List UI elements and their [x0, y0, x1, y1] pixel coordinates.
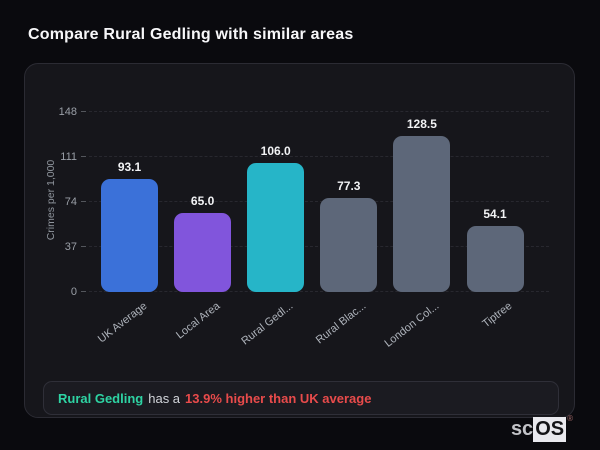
- scos-logo: sc OS ®: [510, 415, 573, 442]
- gridline: [89, 200, 549, 202]
- y-tick-label: 0: [70, 286, 77, 298]
- registered-trademark-icon: ®: [567, 414, 573, 423]
- bar-local-area[interactable]: [174, 212, 232, 292]
- bar-rural-gedl[interactable]: [247, 162, 305, 292]
- y-tick-mark: [81, 291, 86, 292]
- gridline: [89, 245, 549, 247]
- bar-value-label: 77.3: [337, 178, 361, 193]
- bar-value-label: 65.0: [190, 193, 215, 208]
- bar-value-label: 93.1: [117, 159, 142, 174]
- bar-tiptree[interactable]: [466, 226, 524, 292]
- y-tick-label: 37: [64, 240, 77, 253]
- y-axis-title: Crimes per 1,000: [45, 159, 57, 241]
- gridline: [89, 291, 549, 292]
- logo-prefix: sc: [510, 418, 534, 440]
- bar-value-label: 128.5: [406, 116, 437, 131]
- y-tick-mark: [81, 200, 86, 202]
- insight-area-name: Rural Gedling: [58, 390, 144, 406]
- gridline: [89, 155, 549, 157]
- bar-value-label: 54.1: [483, 207, 507, 222]
- y-tick-label: 148: [58, 105, 77, 118]
- y-tick-label: 111: [60, 150, 77, 163]
- insight-stat-text: 13.9% higher than UK average: [185, 390, 372, 406]
- page-title: Compare Rural Gedling with similar areas: [28, 26, 354, 43]
- plot-area: 0 37 74 111 148 93.1 UK Average 65.0 Local Area 1…: [59, 96, 549, 350]
- bar-value-label: 106.0: [260, 143, 291, 158]
- bar-london-col[interactable]: [393, 135, 451, 292]
- y-tick-mark: [81, 245, 86, 247]
- y-tick-mark: [81, 155, 86, 157]
- bar-uk-average[interactable]: [101, 178, 158, 292]
- logo-suffix: OS: [533, 417, 567, 442]
- insight-box: Rural Gedling has a 13.9% higher than UK…: [43, 381, 559, 415]
- y-tick-label: 74: [64, 195, 77, 208]
- insight-middle-text: has a: [148, 390, 181, 406]
- gridline: [89, 110, 549, 112]
- y-tick-mark: [81, 110, 86, 112]
- bar-rural-blac[interactable]: [320, 197, 378, 292]
- chart-card: Crimes per 1,000 0 37 74 111 148 93.1 UK Avera…: [24, 63, 575, 418]
